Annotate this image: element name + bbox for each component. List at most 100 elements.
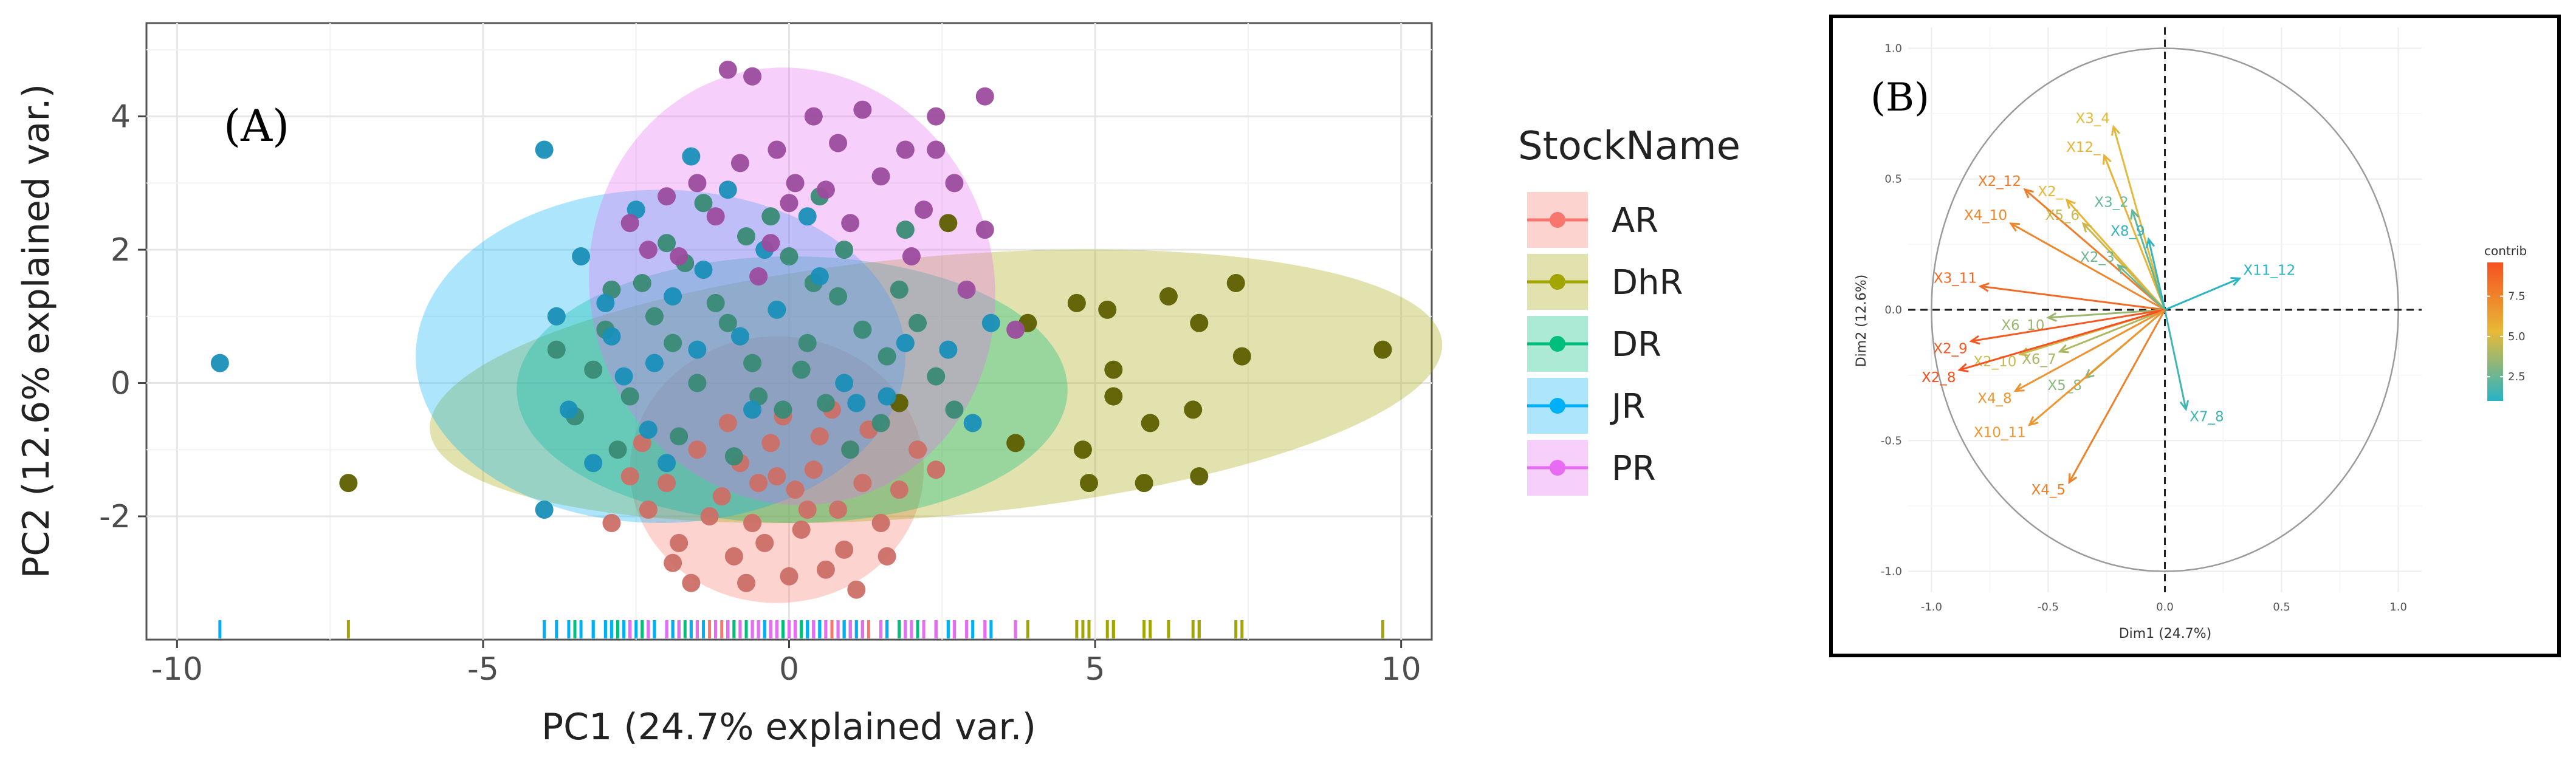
point-dr: [878, 347, 896, 366]
point-ar: [816, 560, 835, 579]
y-tick-label: -0.5: [1881, 434, 1902, 447]
x-tick-label: 10: [1381, 651, 1421, 688]
point-jr: [768, 300, 786, 319]
point-pr: [718, 60, 737, 79]
point-dhr: [939, 214, 958, 233]
legend-key-point: [1550, 398, 1565, 414]
point-ar: [658, 474, 676, 493]
arrow-head: [2117, 264, 2128, 275]
x-tick-label: 0.5: [2273, 601, 2290, 614]
point-dr: [584, 360, 603, 379]
point-dhr: [1190, 313, 1209, 332]
arrow-head: [1978, 282, 1990, 292]
legend-label-ar: AR: [1612, 201, 1658, 241]
legend-label-pr: PR: [1612, 449, 1656, 488]
variable-label: X11_12: [2243, 262, 2295, 278]
point-ar: [749, 474, 768, 493]
point-ar: [835, 540, 854, 559]
panel-a-legend: AR DhR DR JR PR: [1527, 192, 1683, 496]
point-pr: [915, 200, 933, 219]
point-jr: [896, 333, 915, 352]
arrow-head: [2130, 208, 2140, 220]
point-dr: [547, 340, 566, 359]
arrow-head: [2111, 125, 2121, 136]
point-ar: [712, 487, 731, 506]
arrow-x2_8: [1959, 309, 2165, 371]
point-pr: [957, 280, 976, 299]
point-jr: [559, 400, 578, 419]
ellipse-dhr: [430, 249, 1443, 524]
legend-key-point: [1550, 212, 1565, 228]
point-pr: [975, 87, 994, 106]
point-dr: [816, 394, 835, 412]
point-pr: [768, 140, 786, 159]
point-ar: [682, 573, 701, 592]
panel-b-x-axis-label: Dim1 (24.7%): [2119, 626, 2212, 641]
point-jr: [688, 340, 707, 359]
point-ar: [871, 513, 890, 532]
x-tick-label: -5: [467, 651, 499, 688]
point-dhr: [1073, 440, 1092, 459]
variable-label: X12_: [2066, 140, 2101, 156]
arrow-head: [2068, 473, 2078, 485]
point-dr: [645, 307, 664, 326]
point-pr: [761, 234, 780, 253]
point-dhr: [1135, 474, 1153, 493]
point-pr: [927, 140, 946, 159]
x-tick-label: 0.0: [2156, 601, 2174, 614]
arrow-head: [2230, 277, 2242, 286]
legend-title: StockName: [1518, 124, 1740, 169]
panel-b-colorbar: 2.5 5.0 7.5: [2487, 262, 2526, 401]
arrow-head: [2008, 222, 2021, 232]
panel-b-y-axis-label: Dim2 (12.6%): [1854, 275, 1869, 368]
arrow-head: [2065, 198, 2076, 210]
point-jr: [602, 327, 621, 346]
point-dhr: [1067, 293, 1086, 312]
point-pr: [841, 214, 860, 233]
x-tick-label: -10: [151, 651, 203, 688]
point-pr: [688, 174, 707, 193]
point-dr: [853, 320, 872, 339]
point-ar: [792, 520, 811, 539]
point-ar: [724, 547, 743, 566]
point-jr: [847, 394, 866, 412]
point-ar: [761, 434, 780, 453]
point-ar: [670, 533, 689, 552]
point-dhr: [1232, 347, 1251, 366]
point-dr: [706, 293, 725, 312]
panel-b-axes: -1.0 -0.5 0.0 0.5 1.0 -1.0 -0.5 0.0 0.5 1.0: [1881, 42, 2407, 614]
arrow-x12_: [2103, 155, 2166, 310]
point-pr: [853, 100, 872, 119]
variable-label: X2_12: [1978, 174, 2021, 190]
point-dr: [761, 207, 780, 226]
point-ar: [737, 573, 755, 592]
panel-a: -10 -5 0 5 10 -2 0 2 4 (A) PC1 (24.7% explained …: [15, 22, 1740, 748]
variable-label: X2_8: [1922, 370, 1956, 386]
point-jr: [614, 367, 633, 386]
legend-label-jr: JR: [1610, 387, 1645, 426]
point-dhr: [1373, 340, 1392, 359]
panel-a-rug: [218, 620, 1384, 638]
point-ar: [853, 474, 872, 493]
x-tick-label: 5: [1085, 651, 1105, 688]
arrow-head: [2103, 153, 2112, 165]
point-jr: [645, 354, 664, 372]
point-ar: [786, 480, 805, 499]
point-ar: [829, 501, 848, 519]
point-dr: [774, 400, 792, 419]
point-jr: [730, 327, 749, 346]
point-pr: [749, 267, 768, 286]
point-jr: [572, 247, 591, 266]
point-ar: [639, 501, 658, 519]
point-dhr: [1226, 273, 1245, 292]
point-jr: [664, 287, 682, 306]
point-pr: [620, 214, 639, 233]
arrow-head: [2145, 237, 2155, 248]
point-pr: [902, 247, 921, 266]
colorbar-title: contrib: [2484, 244, 2527, 258]
point-dr: [664, 333, 682, 352]
point-dr: [724, 447, 743, 466]
point-jr: [798, 207, 817, 226]
panel-b: X3_4 X12_ X2_12 X2_ X3_2 X4_10 X5_6 X8_9 X2_3 X11…: [1829, 15, 2561, 657]
